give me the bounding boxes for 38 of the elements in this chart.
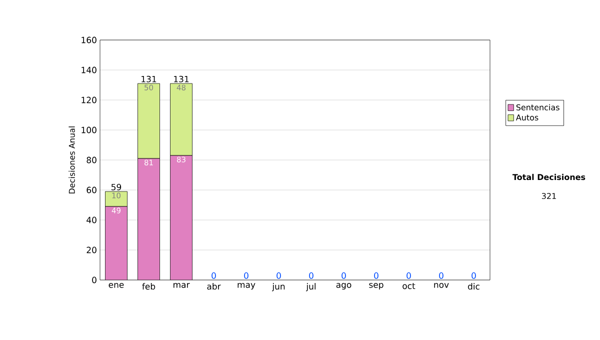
total-label: 0 bbox=[276, 272, 281, 279]
total-label: 131 bbox=[174, 76, 189, 82]
x-tick-label: nov bbox=[434, 283, 449, 288]
y-tick-label: 160 bbox=[82, 36, 96, 44]
total-label: 0 bbox=[244, 272, 248, 279]
y-tick-label: 40 bbox=[86, 216, 96, 224]
x-tick-label: sep bbox=[369, 283, 384, 290]
x-tick-label: may bbox=[238, 283, 256, 290]
x-tick-label: oct bbox=[402, 283, 416, 290]
x-tick-label: ago bbox=[336, 283, 352, 290]
y-tick-label: 60 bbox=[86, 186, 96, 194]
text: 321 bbox=[542, 192, 556, 200]
x-tick-label: jul bbox=[306, 283, 316, 292]
y-tick-label: 100 bbox=[82, 126, 96, 134]
total-label: 0 bbox=[472, 272, 476, 279]
y-tick-label: 120 bbox=[82, 96, 96, 104]
x-tick-label: ene bbox=[108, 283, 124, 288]
total-label: 0 bbox=[439, 272, 444, 279]
total-label: 59 bbox=[112, 184, 122, 190]
legend-label: Autos bbox=[516, 114, 538, 120]
total-label: 0 bbox=[309, 272, 314, 279]
total-label: 0 bbox=[374, 272, 378, 279]
y-tick-label: 20 bbox=[86, 246, 96, 254]
x-tick-label: mar bbox=[174, 283, 190, 288]
y-axis-title: Decisiones Anual bbox=[68, 126, 75, 194]
legend-label: Sentencias bbox=[516, 104, 560, 110]
y-tick-label: 140 bbox=[82, 66, 96, 74]
total-label: 0 bbox=[342, 272, 346, 279]
x-tick-label: abr bbox=[207, 283, 221, 290]
text: Total Decisiones bbox=[512, 174, 586, 180]
x-tick-label: feb bbox=[142, 283, 156, 290]
total-label: 0 bbox=[212, 272, 216, 279]
y-tick-label: 0 bbox=[92, 276, 96, 284]
total-label: 0 bbox=[406, 272, 411, 279]
x-tick-label: dic bbox=[468, 283, 480, 290]
y-tick-label: 80 bbox=[86, 156, 96, 164]
x-tick-label: jun bbox=[272, 283, 285, 292]
total-label: 131 bbox=[142, 76, 156, 82]
